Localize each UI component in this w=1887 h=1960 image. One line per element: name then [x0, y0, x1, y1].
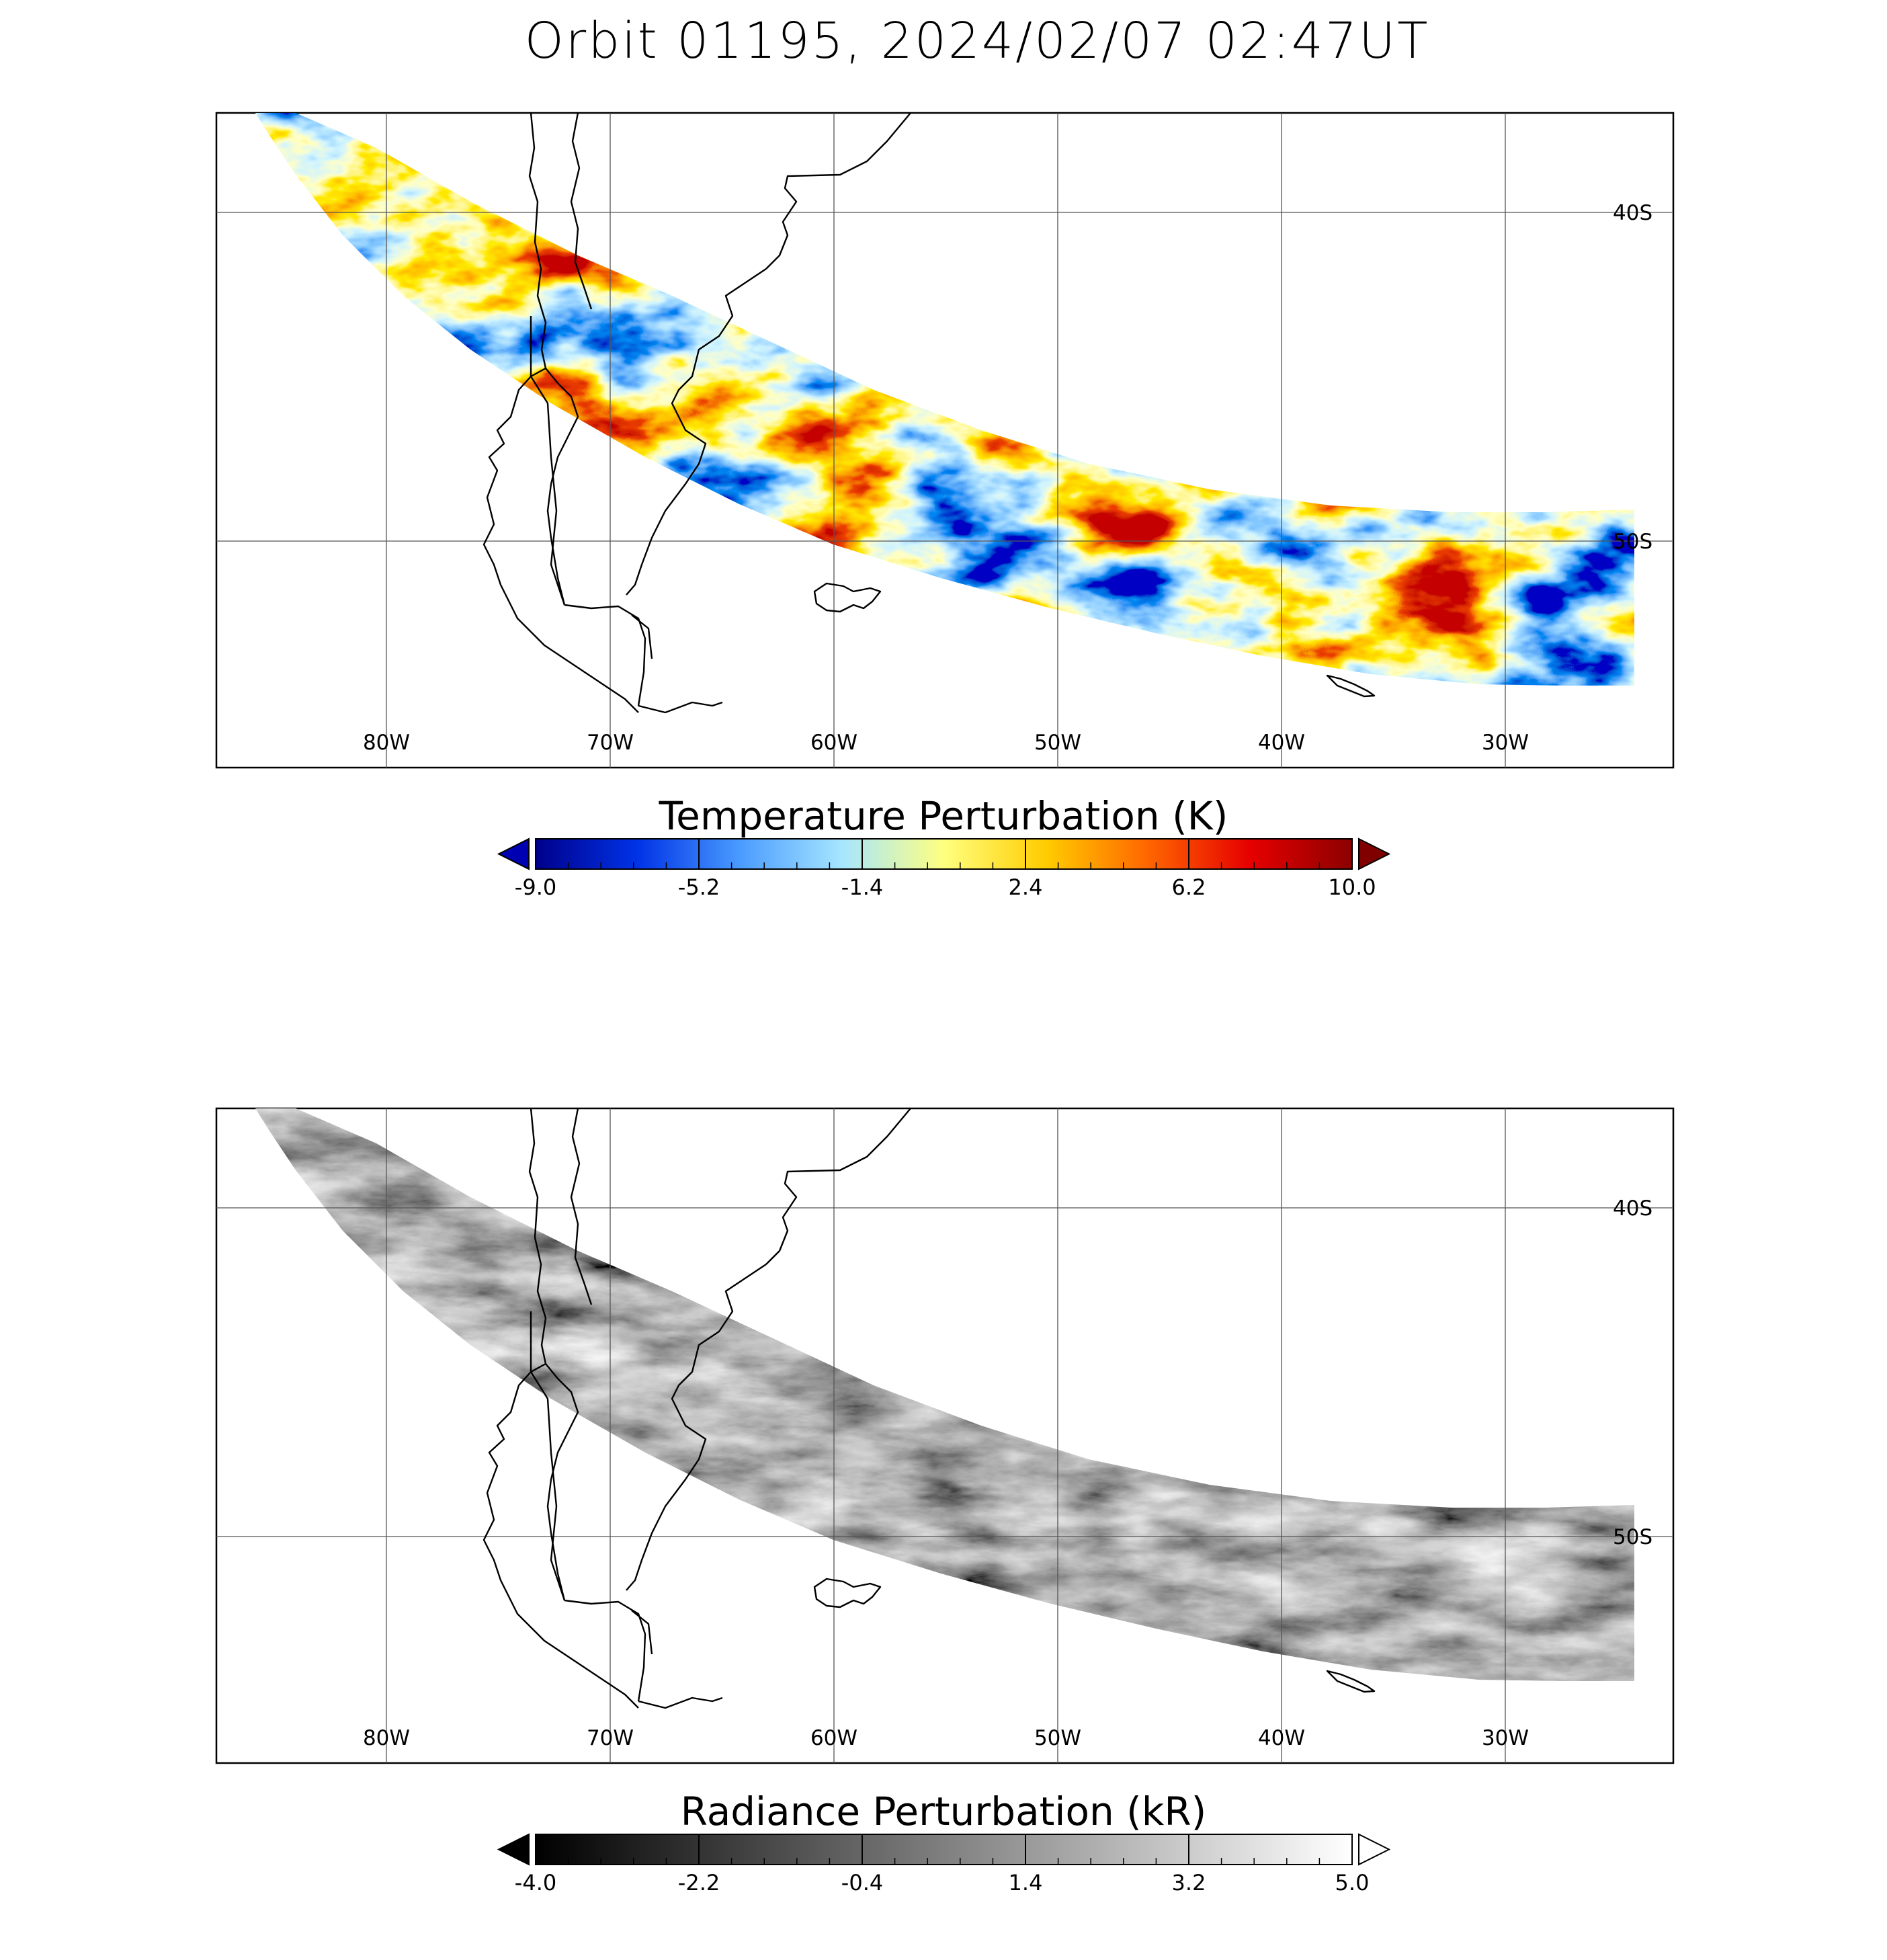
gridlines — [216, 1108, 1673, 1763]
colorbar-over-arrow — [1358, 838, 1391, 870]
lon-label-60W: 60W — [810, 731, 857, 755]
coastline-segment — [528, 112, 547, 369]
coastline-segment — [1326, 1670, 1376, 1693]
colorbar-tick-label: 1.4 — [1009, 1870, 1043, 1895]
coastline-segment — [631, 1610, 653, 1655]
lon-label-40W: 40W — [1258, 1726, 1305, 1750]
coastline-segment — [528, 1108, 547, 1364]
coastline-segment — [626, 268, 767, 596]
radiance-colorbar: -4.0 -2.2 -0.4 1.4 3.2 5.0 — [497, 1833, 1391, 1895]
lon-label-30W: 30W — [1482, 731, 1529, 755]
temperature-colorbar-title: Temperature Perturbation (K) — [659, 793, 1228, 839]
latitude-labels: 40S 50S — [1613, 201, 1652, 554]
coastline-segment — [530, 316, 566, 606]
coastline-segment — [570, 1108, 593, 1305]
coastline-segment — [765, 112, 911, 270]
colorbar-tick-label: -1.4 — [841, 874, 883, 900]
coastline-segment — [545, 368, 579, 606]
lon-label-40W: 40W — [1258, 731, 1305, 755]
coastline — [483, 112, 1376, 714]
latitude-labels: 40S 50S — [1613, 1196, 1652, 1549]
colorbar-tick-label: -2.2 — [678, 1870, 720, 1895]
colorbar-tick-label: -0.4 — [841, 1870, 883, 1895]
lon-label-80W: 80W — [363, 731, 410, 755]
colorbar-tick-label: 3.2 — [1172, 1870, 1206, 1895]
coastline-segment — [813, 582, 882, 613]
temperature-map-panel: 80W 70W 60W 50W 40W 30W 40S 50S -9.0 -5.2 -1.4 2.… — [215, 112, 1675, 900]
colorbar-tick-label: 5.0 — [1335, 1870, 1370, 1895]
coastline-segment — [765, 1108, 911, 1265]
coastline-segment — [570, 112, 593, 310]
coastline-segment — [813, 1578, 882, 1608]
lon-label-50W: 50W — [1034, 731, 1081, 755]
coastline-segment — [1326, 674, 1376, 698]
temperature-colorbar: -9.0 -5.2 -1.4 2.4 6.2 10.0 — [497, 838, 1391, 900]
colorbar-tick-label: -4.0 — [515, 1870, 556, 1895]
coastline-segment — [638, 701, 723, 714]
coastline-segment — [564, 604, 646, 706]
colorbar-tick-label: 2.4 — [1009, 874, 1043, 900]
lat-label-50S: 50S — [1613, 1525, 1652, 1549]
colorbar-gradient — [535, 1834, 1353, 1865]
colorbar-under-arrow — [497, 838, 530, 870]
coastline-segment — [631, 614, 653, 659]
coastline-segment — [638, 1697, 723, 1709]
coastline-segment — [545, 1363, 579, 1601]
lon-label-30W: 30W — [1482, 1726, 1529, 1750]
coastline-segment — [530, 1311, 566, 1601]
coastline-segment — [483, 1362, 639, 1709]
colorbar-under-arrow — [497, 1833, 530, 1866]
longitude-labels: 80W 70W 60W 50W 40W 30W — [363, 1726, 1529, 1750]
radiance-colorbar-title: Radiance Perturbation (kR) — [680, 1789, 1207, 1834]
lon-label-70W: 70W — [587, 731, 634, 755]
radiance-map-panel: 80W 70W 60W 50W 40W 30W 40S 50S -4.0 -2.2 -0.4 1.… — [215, 1107, 1675, 1895]
colorbar-gradient — [535, 838, 1353, 870]
lon-label-70W: 70W — [587, 1726, 634, 1750]
lat-label-50S: 50S — [1613, 530, 1652, 554]
gridlines — [216, 113, 1673, 768]
coastline-segment — [626, 1264, 767, 1591]
coastline — [483, 1108, 1376, 1709]
coastline-segment — [564, 1599, 646, 1702]
colorbar-tick-label: -9.0 — [515, 874, 556, 900]
lon-label-50W: 50W — [1034, 1726, 1081, 1750]
colorbar-tick-label: 10.0 — [1328, 874, 1376, 900]
colorbar-tick-label: -5.2 — [678, 874, 720, 900]
lat-label-40S: 40S — [1613, 1196, 1652, 1221]
longitude-labels: 80W 70W 60W 50W 40W 30W — [363, 731, 1529, 755]
lat-label-40S: 40S — [1613, 201, 1652, 225]
lon-label-60W: 60W — [810, 1726, 857, 1750]
page-title: Orbit 01195, 2024/02/07 02:47UT — [524, 12, 1430, 70]
colorbar-over-arrow — [1358, 1833, 1391, 1866]
coastline-segment — [483, 367, 639, 713]
lon-label-80W: 80W — [363, 1726, 410, 1750]
colorbar-tick-label: 6.2 — [1172, 874, 1206, 900]
